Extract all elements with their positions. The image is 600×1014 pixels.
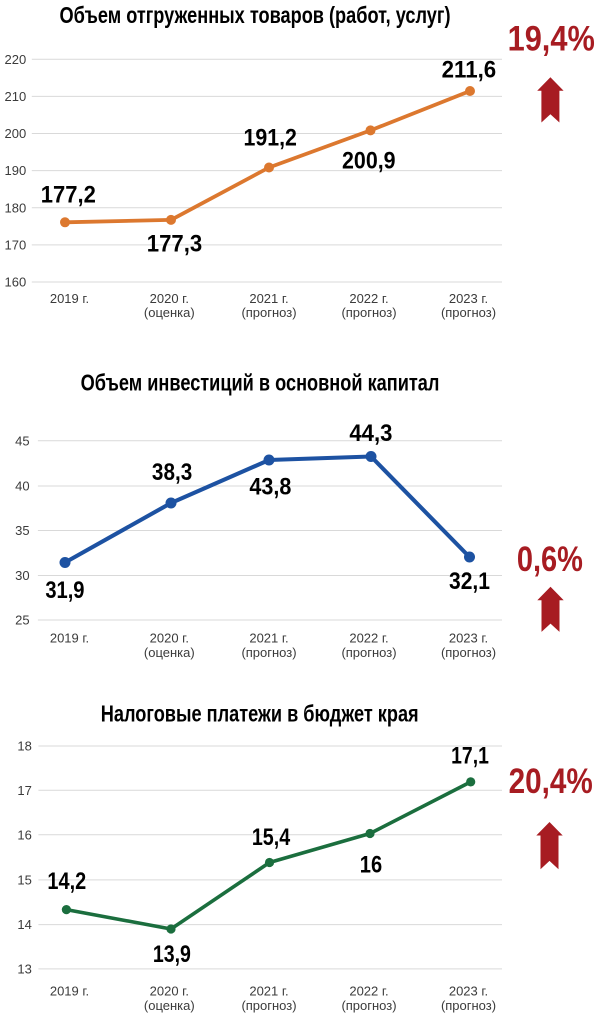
- svg-text:2022 г.: 2022 г.: [349, 631, 388, 646]
- svg-text:15,4: 15,4: [252, 823, 291, 851]
- svg-text:35: 35: [15, 523, 29, 538]
- svg-text:44,3: 44,3: [349, 419, 392, 446]
- svg-text:2022 г.: 2022 г.: [349, 291, 388, 306]
- svg-text:2022 г.: 2022 г.: [349, 984, 388, 999]
- svg-text:177,3: 177,3: [147, 229, 202, 256]
- svg-text:Объем инвестиций в основной ка: Объем инвестиций в основной капитал: [81, 371, 440, 397]
- svg-text:2023 г.: 2023 г.: [449, 291, 488, 306]
- svg-text:19,4%: 19,4%: [508, 19, 595, 58]
- svg-text:(прогноз): (прогноз): [441, 998, 496, 1013]
- svg-text:(прогноз): (прогноз): [341, 305, 396, 320]
- svg-text:200: 200: [4, 126, 26, 141]
- svg-text:(прогноз): (прогноз): [441, 645, 496, 660]
- svg-text:Налоговые платежи в бюджет кра: Налоговые платежи в бюджет края: [101, 702, 419, 728]
- svg-text:177,2: 177,2: [41, 181, 96, 208]
- svg-text:(прогноз): (прогноз): [341, 998, 396, 1013]
- svg-text:43,8: 43,8: [249, 472, 291, 500]
- svg-text:(прогноз): (прогноз): [241, 305, 296, 320]
- svg-text:14,2: 14,2: [47, 867, 86, 894]
- svg-text:2021 г.: 2021 г.: [249, 291, 288, 306]
- svg-text:14: 14: [17, 917, 31, 932]
- svg-text:(прогноз): (прогноз): [241, 645, 296, 660]
- svg-text:38,3: 38,3: [152, 457, 192, 485]
- svg-text:170: 170: [4, 238, 26, 253]
- svg-text:2020 г.: 2020 г.: [150, 984, 189, 999]
- svg-text:2021 г.: 2021 г.: [249, 984, 288, 999]
- svg-text:13: 13: [17, 962, 31, 977]
- svg-text:180: 180: [4, 200, 26, 215]
- svg-text:16: 16: [360, 850, 382, 877]
- svg-text:(прогноз): (прогноз): [341, 645, 396, 660]
- svg-text:32,1: 32,1: [449, 566, 490, 594]
- svg-text:17,1: 17,1: [451, 742, 489, 770]
- svg-text:18: 18: [17, 739, 31, 754]
- svg-text:2020 г.: 2020 г.: [150, 631, 189, 646]
- svg-text:(прогноз): (прогноз): [441, 305, 496, 320]
- svg-text:17: 17: [17, 783, 31, 798]
- svg-text:2023 г.: 2023 г.: [449, 631, 488, 646]
- svg-text:25: 25: [15, 613, 29, 628]
- svg-text:191,2: 191,2: [244, 123, 297, 151]
- svg-text:200,9: 200,9: [342, 146, 396, 174]
- svg-text:(оценка): (оценка): [144, 645, 195, 660]
- svg-text:2019 г.: 2019 г.: [50, 984, 89, 999]
- svg-text:160: 160: [4, 275, 26, 290]
- svg-text:Объем отгруженных товаров (раб: Объем отгруженных товаров (работ, услуг): [60, 3, 451, 29]
- svg-text:2021 г.: 2021 г.: [249, 631, 288, 646]
- svg-text:211,6: 211,6: [442, 55, 496, 82]
- svg-text:220: 220: [4, 52, 26, 67]
- svg-text:30: 30: [15, 568, 29, 583]
- svg-text:(оценка): (оценка): [144, 998, 195, 1013]
- svg-text:16: 16: [17, 827, 31, 842]
- svg-text:(оценка): (оценка): [144, 305, 195, 320]
- svg-text:2020 г.: 2020 г.: [150, 291, 189, 306]
- svg-text:2023 г.: 2023 г.: [449, 984, 488, 999]
- svg-text:15: 15: [17, 873, 31, 888]
- svg-text:0,6%: 0,6%: [517, 539, 583, 578]
- svg-text:(прогноз): (прогноз): [241, 998, 296, 1013]
- svg-text:190: 190: [4, 163, 26, 178]
- svg-text:20,4%: 20,4%: [509, 762, 593, 801]
- svg-text:13,9: 13,9: [153, 940, 191, 968]
- svg-text:210: 210: [4, 89, 26, 104]
- svg-text:31,9: 31,9: [45, 576, 84, 603]
- svg-text:45: 45: [15, 433, 29, 448]
- svg-text:40: 40: [15, 479, 29, 494]
- svg-text:2019 г.: 2019 г.: [50, 291, 89, 306]
- svg-text:2019 г.: 2019 г.: [50, 631, 89, 646]
